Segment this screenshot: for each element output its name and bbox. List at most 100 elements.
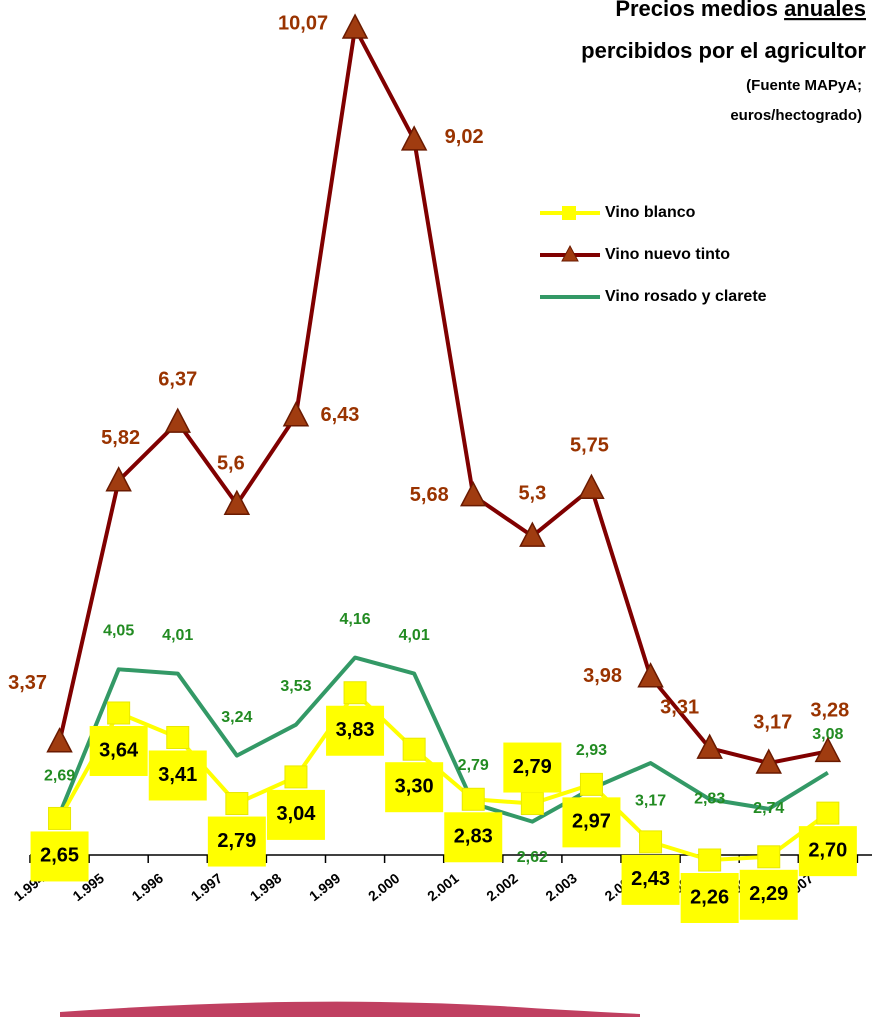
data-label: 2,65 (40, 845, 79, 867)
marker (579, 772, 603, 796)
series-line (57, 26, 829, 766)
x-tick-label: 1.996 (129, 870, 167, 904)
x-tick-label: 1.997 (188, 870, 226, 904)
data-label: 3,37 (8, 672, 47, 694)
data-label: 2,79 (513, 756, 552, 778)
data-label: 2,93 (576, 742, 607, 759)
data-label: 4,16 (339, 611, 370, 628)
data-label-box (326, 705, 385, 756)
x-tick-label: 2.001 (424, 870, 462, 904)
marker (757, 845, 781, 869)
data-label: 3,31 (660, 696, 699, 718)
data-label-box (444, 812, 503, 863)
marker (696, 733, 723, 759)
data-label: 4,05 (103, 623, 134, 640)
data-label-box (266, 789, 325, 840)
marker (107, 701, 131, 725)
data-label: 2,62 (517, 849, 548, 866)
marker (341, 13, 369, 39)
data-label: 5,68 (410, 484, 449, 506)
data-label: 2,79 (458, 757, 489, 774)
marker (225, 792, 249, 816)
data-label: 3,64 (99, 739, 139, 761)
data-label: 5,3 (518, 482, 546, 504)
data-label: 2,79 (217, 830, 256, 852)
data-label-box (385, 762, 444, 813)
data-label-box (621, 854, 680, 905)
data-label-box (148, 750, 207, 801)
marker (460, 481, 487, 507)
x-tick-label: 1.999 (306, 870, 344, 904)
marker (698, 848, 722, 872)
marker (402, 737, 426, 761)
data-label-box (207, 816, 266, 867)
marker (461, 787, 485, 811)
chart-title: Precios medios anuales (615, 0, 866, 21)
data-label: 2,26 (690, 886, 729, 908)
marker (164, 407, 191, 433)
marker (343, 681, 367, 705)
data-label: 2,74 (753, 800, 784, 817)
data-label: 3,98 (583, 665, 622, 687)
marker (48, 806, 72, 830)
marker (639, 830, 663, 854)
data-label: 3,17 (635, 792, 666, 809)
marker (166, 725, 190, 749)
marker (46, 727, 73, 753)
data-label-box (89, 725, 148, 776)
data-label-box (562, 797, 621, 848)
marker (284, 765, 308, 789)
data-label: 2,69 (44, 767, 75, 784)
series-line (57, 655, 829, 824)
data-label: 6,43 (320, 404, 359, 426)
legend-marker (561, 244, 579, 262)
data-label: 6,37 (158, 368, 197, 390)
legend-marker (562, 206, 576, 220)
data-label: 3,24 (221, 709, 252, 726)
data-label: 2,83 (454, 826, 493, 848)
marker (520, 792, 544, 816)
chart-subtitle: euros/hectogrado) (730, 107, 862, 124)
marker (282, 401, 310, 427)
data-label-box (503, 742, 562, 793)
data-label: 3,83 (336, 719, 375, 741)
data-label: 5,82 (101, 427, 140, 449)
data-label: 2,43 (631, 868, 670, 890)
x-tick-label: 1.998 (247, 870, 285, 904)
marker (816, 801, 840, 825)
data-label: 2,83 (694, 790, 725, 807)
data-label: 2,29 (749, 883, 788, 905)
marker (400, 125, 428, 151)
marker (223, 489, 251, 515)
data-label: 5,6 (217, 452, 245, 474)
data-label-box (30, 831, 89, 882)
marker (578, 473, 605, 499)
data-label: 2,97 (572, 811, 611, 833)
chart-title: percibidos por el agricultor (581, 38, 866, 63)
data-label: 3,08 (812, 726, 843, 743)
data-label: 3,41 (158, 764, 197, 786)
data-label: 10,07 (278, 12, 328, 34)
data-label: 2,70 (808, 839, 847, 861)
data-label: 3,04 (276, 803, 316, 825)
data-label-box (798, 826, 857, 877)
legend-label: Vino rosado y clarete (605, 288, 767, 305)
x-tick-label: 2.002 (483, 870, 521, 904)
data-label: 3,30 (395, 775, 434, 797)
data-label-box (680, 873, 739, 923)
marker (755, 748, 782, 774)
data-label: 4,01 (399, 627, 430, 644)
x-tick-label: 2.003 (542, 870, 580, 904)
legend-label: Vino blanco (605, 204, 696, 221)
marker (637, 662, 664, 688)
data-label: 9,02 (445, 126, 484, 148)
data-label: 3,17 (753, 711, 792, 733)
data-label: 5,75 (570, 434, 609, 456)
legend-label: Vino nuevo tinto (605, 246, 730, 263)
decoration (60, 1001, 640, 1017)
chart-subtitle: (Fuente MAPyA; (746, 77, 862, 94)
x-tick-label: 2.000 (365, 870, 403, 904)
marker (105, 466, 132, 492)
